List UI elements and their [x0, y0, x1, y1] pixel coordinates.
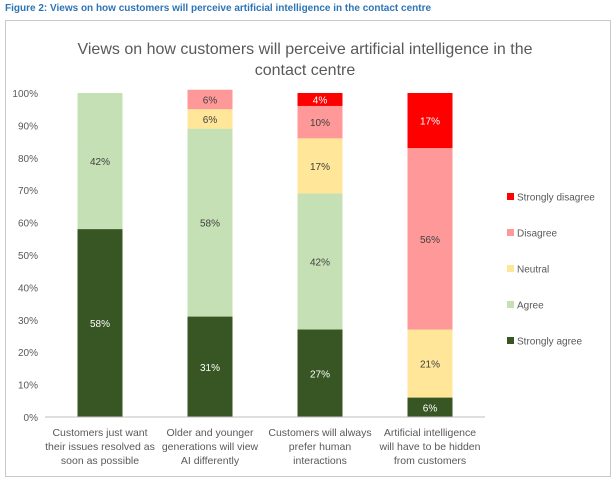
- x-category-label-line: Artificial intelligence: [384, 427, 476, 439]
- legend-label: Strongly disagree: [517, 193, 595, 204]
- y-tick-label: 20%: [18, 348, 38, 359]
- legend-label: Disagree: [517, 229, 557, 240]
- data-label: 58%: [200, 219, 220, 230]
- x-category-label-line: will have to be hidden: [379, 441, 481, 453]
- bar-segment-neutral: [187, 109, 233, 129]
- data-label: 42%: [90, 157, 110, 168]
- x-category-label-line: prefer human: [289, 441, 352, 453]
- data-label: 10%: [310, 118, 330, 129]
- bar-segment-agree: [297, 193, 343, 330]
- x-category-label-line: soon as possible: [61, 455, 139, 467]
- x-category-label-line: their issues resolved as: [45, 441, 155, 453]
- figure-caption: Figure 2: Views on how customers will pe…: [5, 3, 432, 14]
- bar-segment-strongly-agree: [77, 229, 123, 417]
- data-label: 6%: [203, 115, 218, 126]
- chart-title-line: Views on how customers will perceive art…: [77, 41, 532, 58]
- bar-segment-neutral: [297, 138, 343, 194]
- legend-swatch-agree: [507, 301, 514, 308]
- bar-segment-disagree: [187, 89, 233, 110]
- data-label: 21%: [420, 360, 440, 371]
- bar-segment-agree: [77, 93, 123, 230]
- data-label: 58%: [90, 319, 110, 330]
- data-label: 31%: [200, 363, 220, 374]
- bar-segment-strongly-agree: [407, 397, 453, 417]
- legend-label: Strongly agree: [517, 337, 582, 348]
- bar-segment-strongly-disagree: [297, 93, 343, 106]
- bar-segment-strongly-agree: [187, 316, 233, 417]
- legend-swatch-disagree: [507, 229, 514, 236]
- legend-swatch-neutral: [507, 265, 514, 272]
- x-category-label-line: AI differently: [181, 455, 240, 467]
- legend-swatch-strongly-agree: [507, 337, 514, 344]
- data-label: 17%: [420, 117, 440, 128]
- x-category-label-line: interactions: [293, 455, 347, 467]
- y-tick-label: 40%: [18, 283, 38, 294]
- x-category-label-line: Older and younger: [167, 427, 254, 439]
- data-label: 42%: [310, 257, 330, 268]
- y-tick-label: 50%: [18, 251, 38, 262]
- bar-segment-strongly-agree: [297, 329, 343, 417]
- bar-segment-disagree: [297, 105, 343, 139]
- data-label: 6%: [423, 403, 438, 414]
- bar-segment-strongly-disagree: [407, 93, 453, 149]
- y-tick-label: 70%: [18, 186, 38, 197]
- y-tick-label: 10%: [18, 381, 38, 392]
- chart-frame: [5, 20, 611, 477]
- legend-label: Neutral: [517, 265, 549, 276]
- y-tick-label: 60%: [18, 219, 38, 230]
- data-label: 6%: [203, 95, 218, 106]
- data-label: 17%: [310, 162, 330, 173]
- y-tick-label: 0%: [24, 413, 39, 424]
- y-tick-label: 90%: [18, 121, 38, 132]
- y-tick-label: 100%: [12, 89, 38, 100]
- legend-label: Agree: [517, 301, 544, 312]
- chart-title-line: contact centre: [255, 62, 356, 79]
- data-label: 56%: [420, 235, 440, 246]
- data-label: 27%: [310, 369, 330, 380]
- x-category-label-line: generations will view: [162, 441, 259, 453]
- bar-segment-agree: [187, 128, 233, 317]
- bar-segment-disagree: [407, 148, 453, 330]
- x-category-label-line: Customers will always: [268, 427, 371, 439]
- y-tick-label: 80%: [18, 154, 38, 165]
- y-tick-label: 30%: [18, 316, 38, 327]
- x-category-label-line: Customers just want: [52, 427, 147, 439]
- x-category-label-line: from customers: [394, 455, 466, 467]
- legend-swatch-strongly-disagree: [507, 193, 514, 200]
- bar-segment-neutral: [407, 329, 453, 398]
- data-label: 4%: [313, 95, 328, 106]
